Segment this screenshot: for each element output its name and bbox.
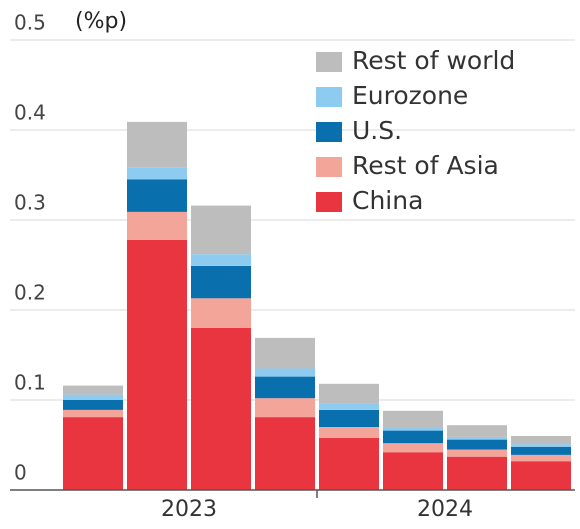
year-label: 2024 — [417, 497, 473, 522]
bar-segment — [447, 439, 507, 450]
bar-segment — [255, 337, 315, 369]
bar-segment — [191, 298, 251, 328]
bar-segment — [511, 446, 571, 455]
bar-segment — [127, 211, 187, 240]
bar-segment — [255, 417, 315, 490]
bar-segment — [383, 427, 443, 431]
bar-segment — [127, 167, 187, 180]
bar-segment — [447, 456, 507, 490]
bar-segment — [191, 328, 251, 490]
y-tick-label: 0 — [14, 461, 27, 485]
bar-segment — [127, 121, 187, 168]
legend-label: China — [352, 186, 423, 215]
y-axis-unit: (%p) — [75, 9, 127, 34]
bar-segment — [63, 400, 123, 410]
bar-segment — [319, 409, 379, 427]
bar-segment — [511, 436, 571, 445]
y-tick-label: 0.4 — [14, 101, 46, 125]
bar-segment — [127, 179, 187, 212]
legend-swatch — [316, 192, 342, 212]
bar-segment — [255, 368, 315, 377]
bar-segment — [383, 443, 443, 453]
bar-segment — [511, 454, 571, 462]
bar-segment — [191, 205, 251, 255]
bar-segment — [383, 452, 443, 490]
bar-segment — [255, 398, 315, 418]
y-tick-label: 0.3 — [14, 191, 46, 215]
bar-segment — [319, 383, 379, 404]
legend-label: Rest of Asia — [352, 151, 499, 180]
bar-segment — [319, 403, 379, 410]
y-tick-label: 0.2 — [14, 281, 46, 305]
legend-label: Rest of world — [352, 46, 515, 75]
bar-segment — [383, 430, 443, 444]
bar-segment — [127, 239, 187, 490]
bar-segment — [447, 449, 507, 457]
bar-segment — [383, 410, 443, 427]
legend-label: Eurozone — [352, 81, 468, 110]
bar-segment — [191, 265, 251, 299]
bar-segment — [255, 376, 315, 399]
legend-swatch — [316, 87, 342, 107]
legend-swatch — [316, 52, 342, 72]
bar-segment — [319, 427, 379, 438]
legend-swatch — [316, 122, 342, 142]
year-label: 2023 — [161, 497, 217, 522]
bar-segment — [319, 437, 379, 490]
y-tick-label: 0.5 — [14, 11, 46, 35]
bar-segment — [191, 254, 251, 266]
bar-segment — [63, 417, 123, 490]
bar-segment — [511, 461, 571, 490]
bar-segment — [63, 409, 123, 418]
bar-segment — [447, 425, 507, 437]
bar-segment — [511, 444, 571, 447]
legend-swatch — [316, 157, 342, 177]
bar-segment — [63, 394, 123, 400]
legend-label: U.S. — [352, 116, 402, 145]
y-tick-label: 0.1 — [14, 371, 46, 395]
bar-segment — [63, 385, 123, 395]
bar-segment — [447, 436, 507, 440]
